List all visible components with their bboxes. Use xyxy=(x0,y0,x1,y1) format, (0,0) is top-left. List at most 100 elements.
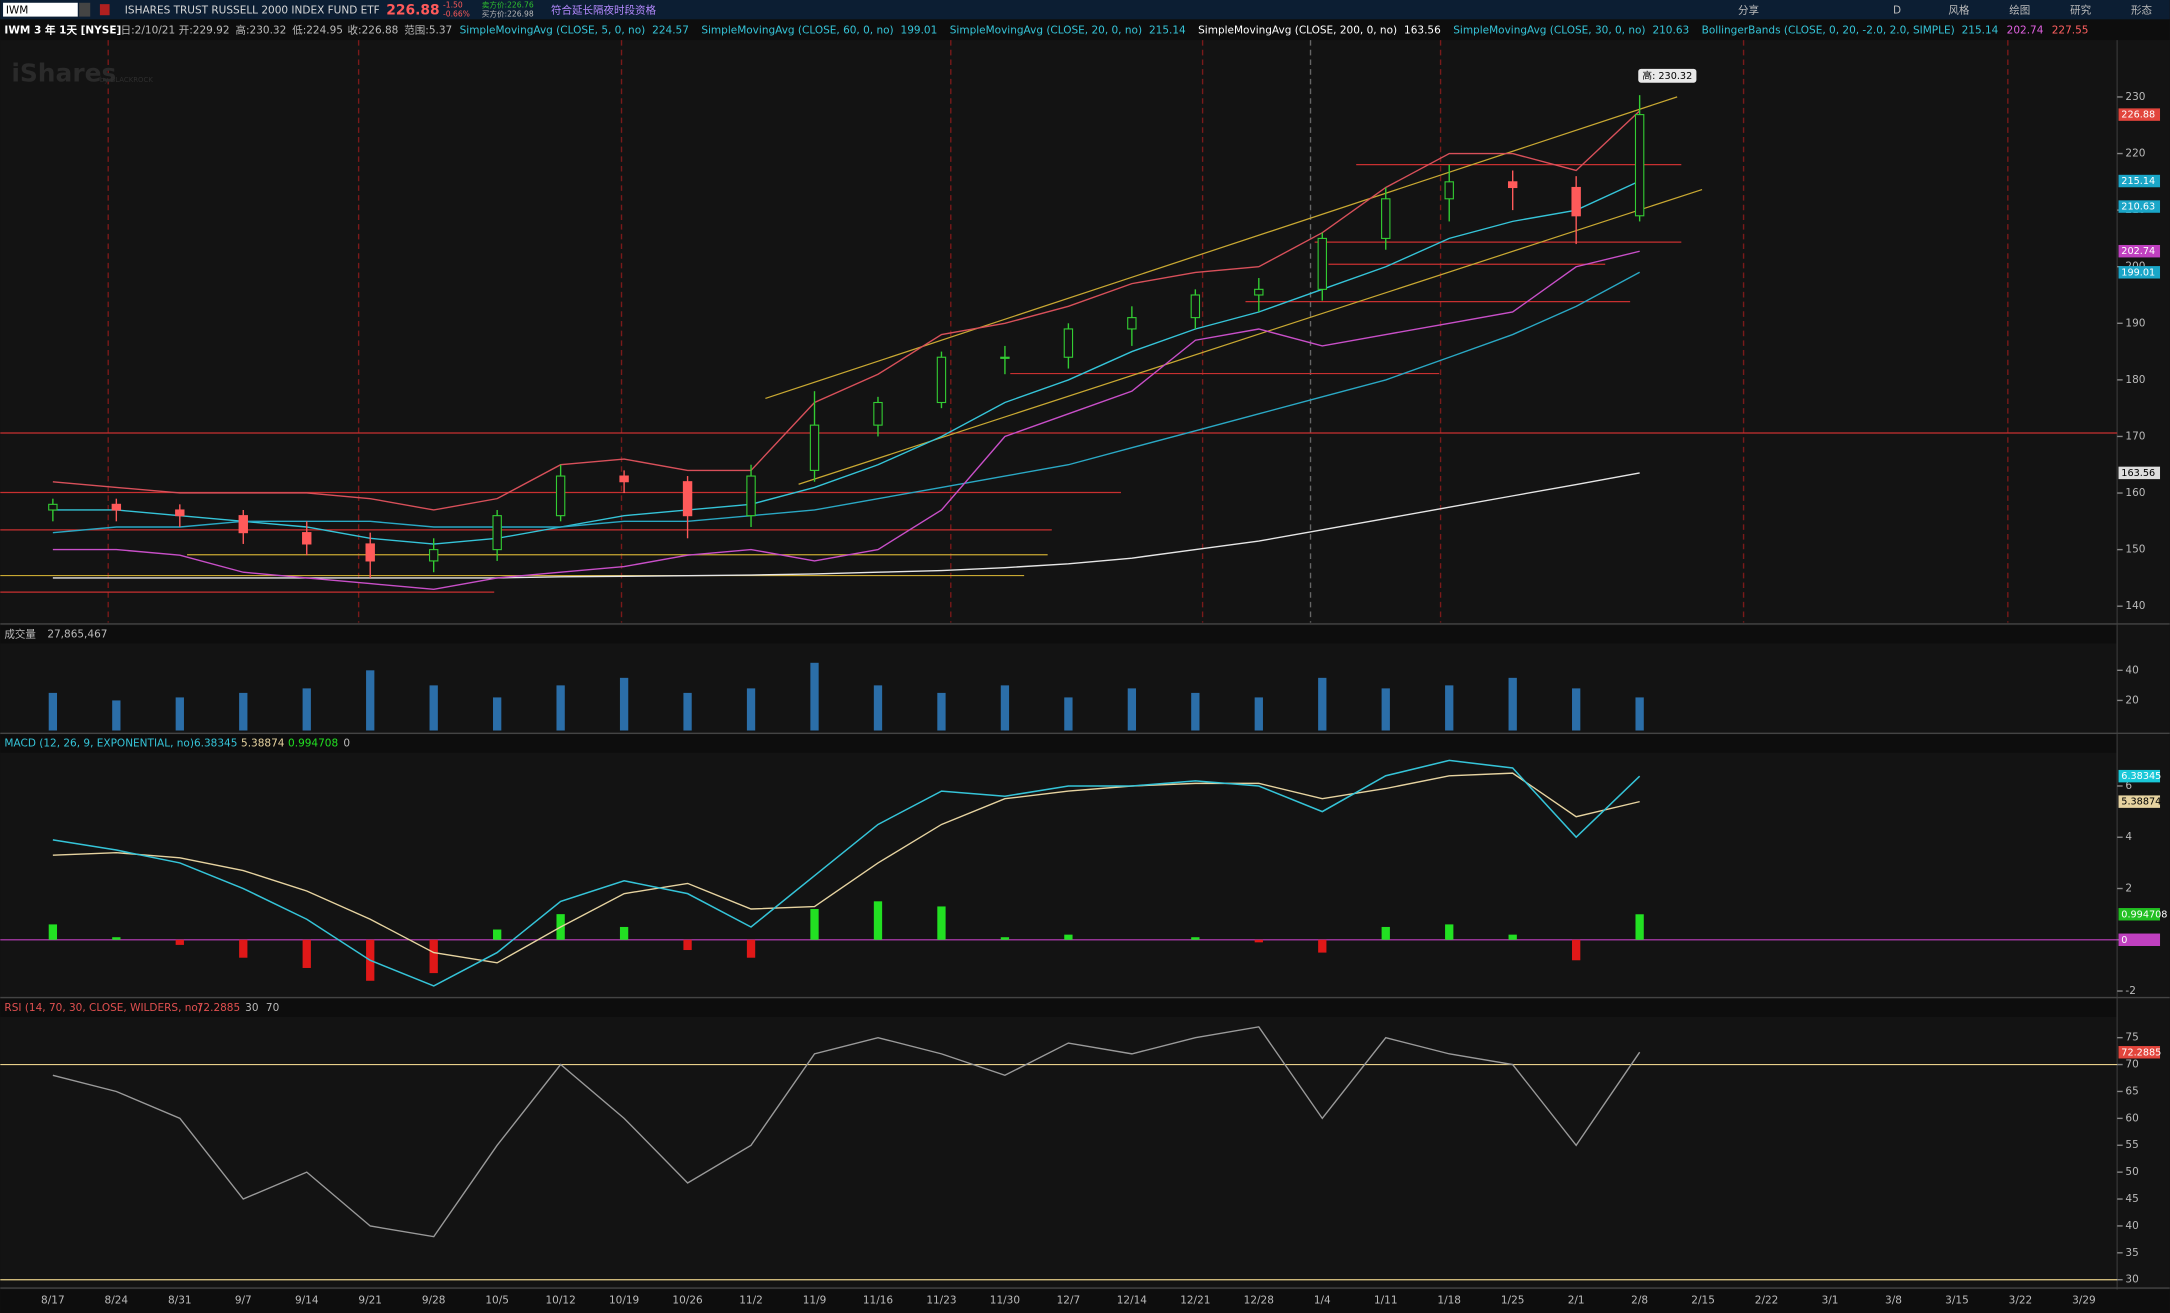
symbol-dropdown[interactable] xyxy=(79,2,91,17)
x-tick-label: 8/31 xyxy=(168,1295,192,1307)
period-button[interactable]: D xyxy=(1893,4,1901,16)
candle-body xyxy=(873,401,883,426)
studies-button[interactable]: 研究 xyxy=(2070,3,2091,16)
y-tick-label: 50 xyxy=(2125,1166,2138,1178)
volume-bar xyxy=(1508,677,1517,731)
candle-body xyxy=(1507,181,1518,189)
candle-body xyxy=(1063,328,1074,358)
candle-body xyxy=(1317,237,1327,290)
price-tag xyxy=(2118,908,2161,921)
series-line xyxy=(52,110,1641,511)
volume-bar xyxy=(239,692,248,731)
histogram-bar xyxy=(48,924,58,940)
x-tick-label: 9/21 xyxy=(358,1295,382,1307)
candle-body xyxy=(555,475,566,517)
candle-body xyxy=(1127,317,1137,330)
month-separators xyxy=(107,40,2009,623)
x-tick-label: 11/2 xyxy=(739,1295,763,1307)
study-value: 215.14 xyxy=(1962,24,1999,36)
legend-low: 低:224.95 xyxy=(292,23,343,36)
study-name: SimpleMovingAvg (CLOSE, 20, 0, no) xyxy=(950,24,1142,36)
series-line xyxy=(52,472,1640,579)
drawing-button[interactable]: 绘图 xyxy=(2009,3,2030,16)
y-tick-label: 40 xyxy=(2125,1220,2138,1232)
watermark-sub: by BLACKROCK xyxy=(100,76,153,84)
price-tag-label: 210.63 xyxy=(2121,202,2155,213)
x-tick-label: 2/22 xyxy=(1755,1295,1779,1307)
legend-range: 范围:5.37 xyxy=(404,23,452,36)
x-tick-label: 9/14 xyxy=(295,1295,319,1307)
change-pct: -0.66% xyxy=(443,10,470,19)
price-tag xyxy=(2118,108,2161,121)
histogram-bar xyxy=(1191,937,1200,940)
price-tag-label: 199.01 xyxy=(2121,267,2155,278)
candle-body xyxy=(936,356,947,404)
x-tick-label: 12/21 xyxy=(1180,1295,1210,1307)
rsi-readout: 30 xyxy=(245,1002,258,1014)
macd-title: MACD (12, 26, 9, EXPONENTIAL, no) xyxy=(4,738,194,750)
y-tick-label: 35 xyxy=(2125,1247,2138,1259)
rsi-readout: 72.2885 xyxy=(197,1002,240,1014)
x-tick-label: 10/5 xyxy=(485,1295,509,1307)
x-tick-label: 10/26 xyxy=(672,1295,703,1307)
y-tick-label: 170 xyxy=(2125,430,2145,442)
patterns-button[interactable]: 形态 xyxy=(2131,3,2152,16)
candle-body xyxy=(682,481,693,517)
candle-body xyxy=(619,475,629,483)
x-tick-label: 3/15 xyxy=(1945,1295,1969,1307)
x-tick-label: 8/24 xyxy=(105,1295,129,1307)
price-tag-label: 226.88 xyxy=(2121,110,2155,121)
price-tag xyxy=(2118,769,2161,783)
x-tick-label: 11/30 xyxy=(990,1295,1020,1307)
price-tag-label: 0 xyxy=(2121,935,2127,946)
volume-bar xyxy=(619,677,629,731)
x-tick-label: 11/23 xyxy=(926,1295,956,1307)
legend: IWM 3 年 1天 [NYSE] 日:2/10/21 开:229.92 高:2… xyxy=(4,23,2088,36)
x-tick-label: 2/8 xyxy=(1631,1295,1648,1307)
rsi-title: RSI (14, 70, 30, CLOSE, WILDERS, no) xyxy=(4,1002,202,1014)
price-tag-label: 215.14 xyxy=(2121,176,2155,187)
histogram-bar xyxy=(175,939,184,945)
histogram-bar xyxy=(1445,924,1454,940)
study-value: 227.55 xyxy=(2052,24,2089,36)
histogram-bar xyxy=(429,939,438,974)
symbol-input[interactable] xyxy=(3,2,78,17)
volume-last: 27,865,467 xyxy=(47,628,107,640)
volume-bar xyxy=(1572,688,1581,731)
channel-line xyxy=(798,188,1703,485)
symbol[interactable]: IWM xyxy=(6,4,29,16)
bid: 卖方价:226.76 xyxy=(482,0,534,10)
volume-bar xyxy=(683,692,692,731)
trend-drawings xyxy=(0,96,1703,577)
price-tag xyxy=(2118,466,2161,480)
y-tick-label: 230 xyxy=(2125,91,2145,103)
volume-bar xyxy=(937,692,946,731)
macd-readout: 0.994708 xyxy=(288,738,338,750)
study-name: SimpleMovingAvg (CLOSE, 5, 0, no) xyxy=(460,24,646,36)
series-line xyxy=(52,759,1641,987)
price-tag-label: 0.994708 xyxy=(2121,909,2167,920)
candle-body xyxy=(1000,356,1010,359)
series-line xyxy=(52,772,1640,964)
change: -1.50 xyxy=(443,1,463,10)
high-callout: 高: 230.32 xyxy=(1642,69,1692,82)
histogram-bar xyxy=(746,939,756,958)
link-icon[interactable] xyxy=(99,4,110,16)
x-tick-label: 3/29 xyxy=(2072,1295,2096,1307)
rsi-readout: 70 xyxy=(266,1002,279,1014)
macd-readout: 6.38345 xyxy=(194,738,237,750)
y-tick-label: 140 xyxy=(2125,600,2145,612)
toolbar-bar xyxy=(0,0,2170,20)
y-tick-label: 150 xyxy=(2125,544,2145,556)
candle-body xyxy=(809,424,820,471)
x-axis-bar xyxy=(0,1289,2170,1313)
price-tag xyxy=(2118,1046,2161,1059)
y-tick-label: 60 xyxy=(2125,1112,2138,1124)
study-name: SimpleMovingAvg (CLOSE, 30, 0, no) xyxy=(1453,24,1645,36)
series-line xyxy=(52,180,1640,545)
share-button[interactable]: 分享 xyxy=(1738,3,1759,16)
style-button[interactable]: 风格 xyxy=(1948,3,1970,16)
candle-body xyxy=(1634,114,1645,217)
